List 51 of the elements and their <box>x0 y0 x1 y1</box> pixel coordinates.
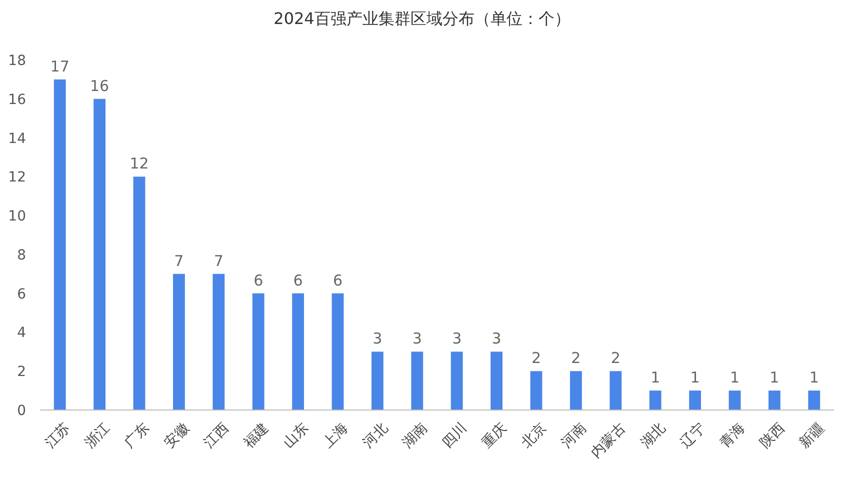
y-tick-label: 16 <box>8 92 26 108</box>
y-tick-label: 4 <box>17 325 26 342</box>
data-label: 3 <box>492 330 502 348</box>
data-label: 1 <box>809 368 819 387</box>
x-tick-label: 江西 <box>201 420 232 452</box>
y-tick-label: 6 <box>17 286 26 302</box>
data-label: 1 <box>690 368 700 387</box>
data-label: 1 <box>770 368 780 387</box>
x-tick-label: 上海 <box>320 420 352 452</box>
data-label: 2 <box>610 349 620 368</box>
y-tick-label: 10 <box>8 208 26 225</box>
y-tick-label: 8 <box>17 247 26 264</box>
y-tick-label: 0 <box>17 403 26 419</box>
data-label: 2 <box>571 349 581 368</box>
data-label: 3 <box>452 330 462 348</box>
x-tick-label: 辽宁 <box>678 420 709 452</box>
y-tick-label: 12 <box>8 170 26 186</box>
data-label: 1 <box>730 368 740 387</box>
x-tick-label: 青海 <box>717 420 748 452</box>
x-tick-label: 浙江 <box>82 420 114 452</box>
data-label: 16 <box>90 76 110 95</box>
data-label: 3 <box>372 330 382 348</box>
x-tick-label: 湖北 <box>638 420 669 452</box>
x-tick-label: 新疆 <box>796 420 828 452</box>
x-tick-label: 四川 <box>439 420 470 452</box>
chart-title: 2024百强产业集群区域分布（单位：个） <box>274 9 570 28</box>
x-tick-label: 内蒙古 <box>588 420 630 462</box>
x-tick-label: 陕西 <box>756 420 788 452</box>
x-tick-label: 重庆 <box>479 420 510 452</box>
data-label: 6 <box>254 271 264 290</box>
data-label: 3 <box>412 330 422 348</box>
x-tick-label: 福建 <box>240 420 272 452</box>
data-label: 6 <box>293 271 303 290</box>
y-tick-label: 2 <box>17 364 26 380</box>
data-label: 17 <box>50 57 70 76</box>
x-tick-label: 江苏 <box>42 420 74 452</box>
y-tick-label: 18 <box>8 53 26 69</box>
data-label: 7 <box>174 252 184 270</box>
data-label: 2 <box>531 349 542 368</box>
x-tick-label: 河北 <box>360 420 392 452</box>
x-tick-label: 北京 <box>518 420 550 452</box>
data-label: 1 <box>650 368 660 387</box>
data-label: 12 <box>130 154 149 173</box>
data-label: 6 <box>332 271 343 290</box>
x-tick-label: 安徽 <box>161 420 193 452</box>
data-label: 7 <box>214 252 224 270</box>
x-tick-label: 河南 <box>558 420 590 452</box>
x-tick-label: 山东 <box>280 420 312 452</box>
x-tick-label: 湖南 <box>400 420 431 452</box>
y-tick-label: 14 <box>8 130 26 147</box>
x-tick-label: 广东 <box>122 420 153 452</box>
